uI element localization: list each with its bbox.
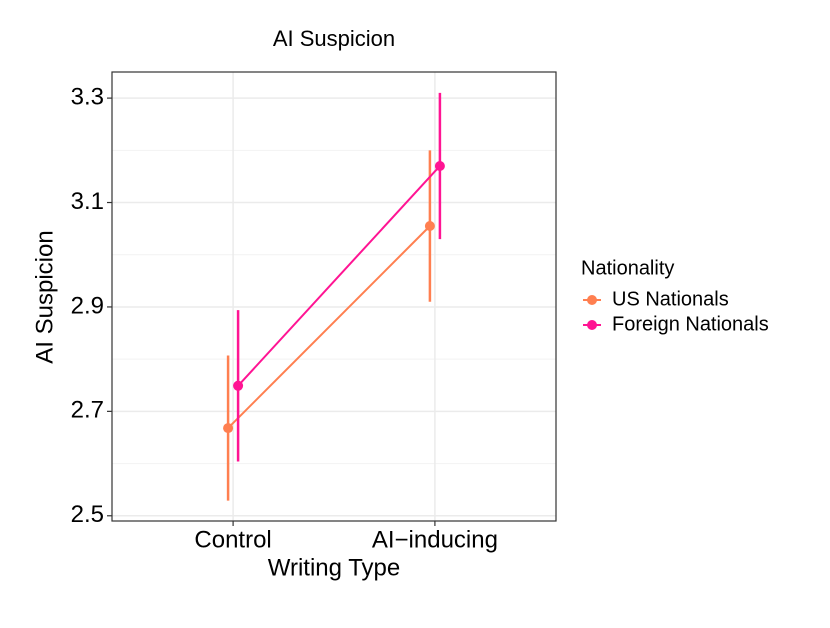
y-tick-label: 2.5 [71, 501, 104, 528]
series-line [227, 225, 431, 429]
y-tick-label: 2.9 [71, 292, 104, 319]
x-axis-label: Writing Type [268, 554, 401, 581]
legend-key-point [587, 295, 597, 305]
y-tick-label: 3.1 [71, 188, 104, 215]
x-tick-label: Control [194, 526, 271, 553]
point [223, 423, 234, 434]
point [424, 221, 435, 232]
point [434, 160, 445, 171]
y-tick-label: 2.7 [71, 397, 104, 424]
x-tick-label: AI−inducing [372, 526, 498, 553]
y-tick-label: 3.3 [71, 83, 104, 110]
point [233, 380, 244, 391]
legend-key-point [587, 320, 597, 330]
legend-label: US Nationals [612, 288, 729, 310]
y-axis-label: AI Suspicion [31, 230, 58, 363]
legend-label: Foreign Nationals [612, 313, 769, 335]
chart-title: AI Suspicion [273, 26, 395, 51]
plot-border [111, 71, 557, 522]
series-line [237, 165, 441, 387]
plot-background [112, 72, 556, 521]
legend-title: Nationality [581, 257, 674, 279]
